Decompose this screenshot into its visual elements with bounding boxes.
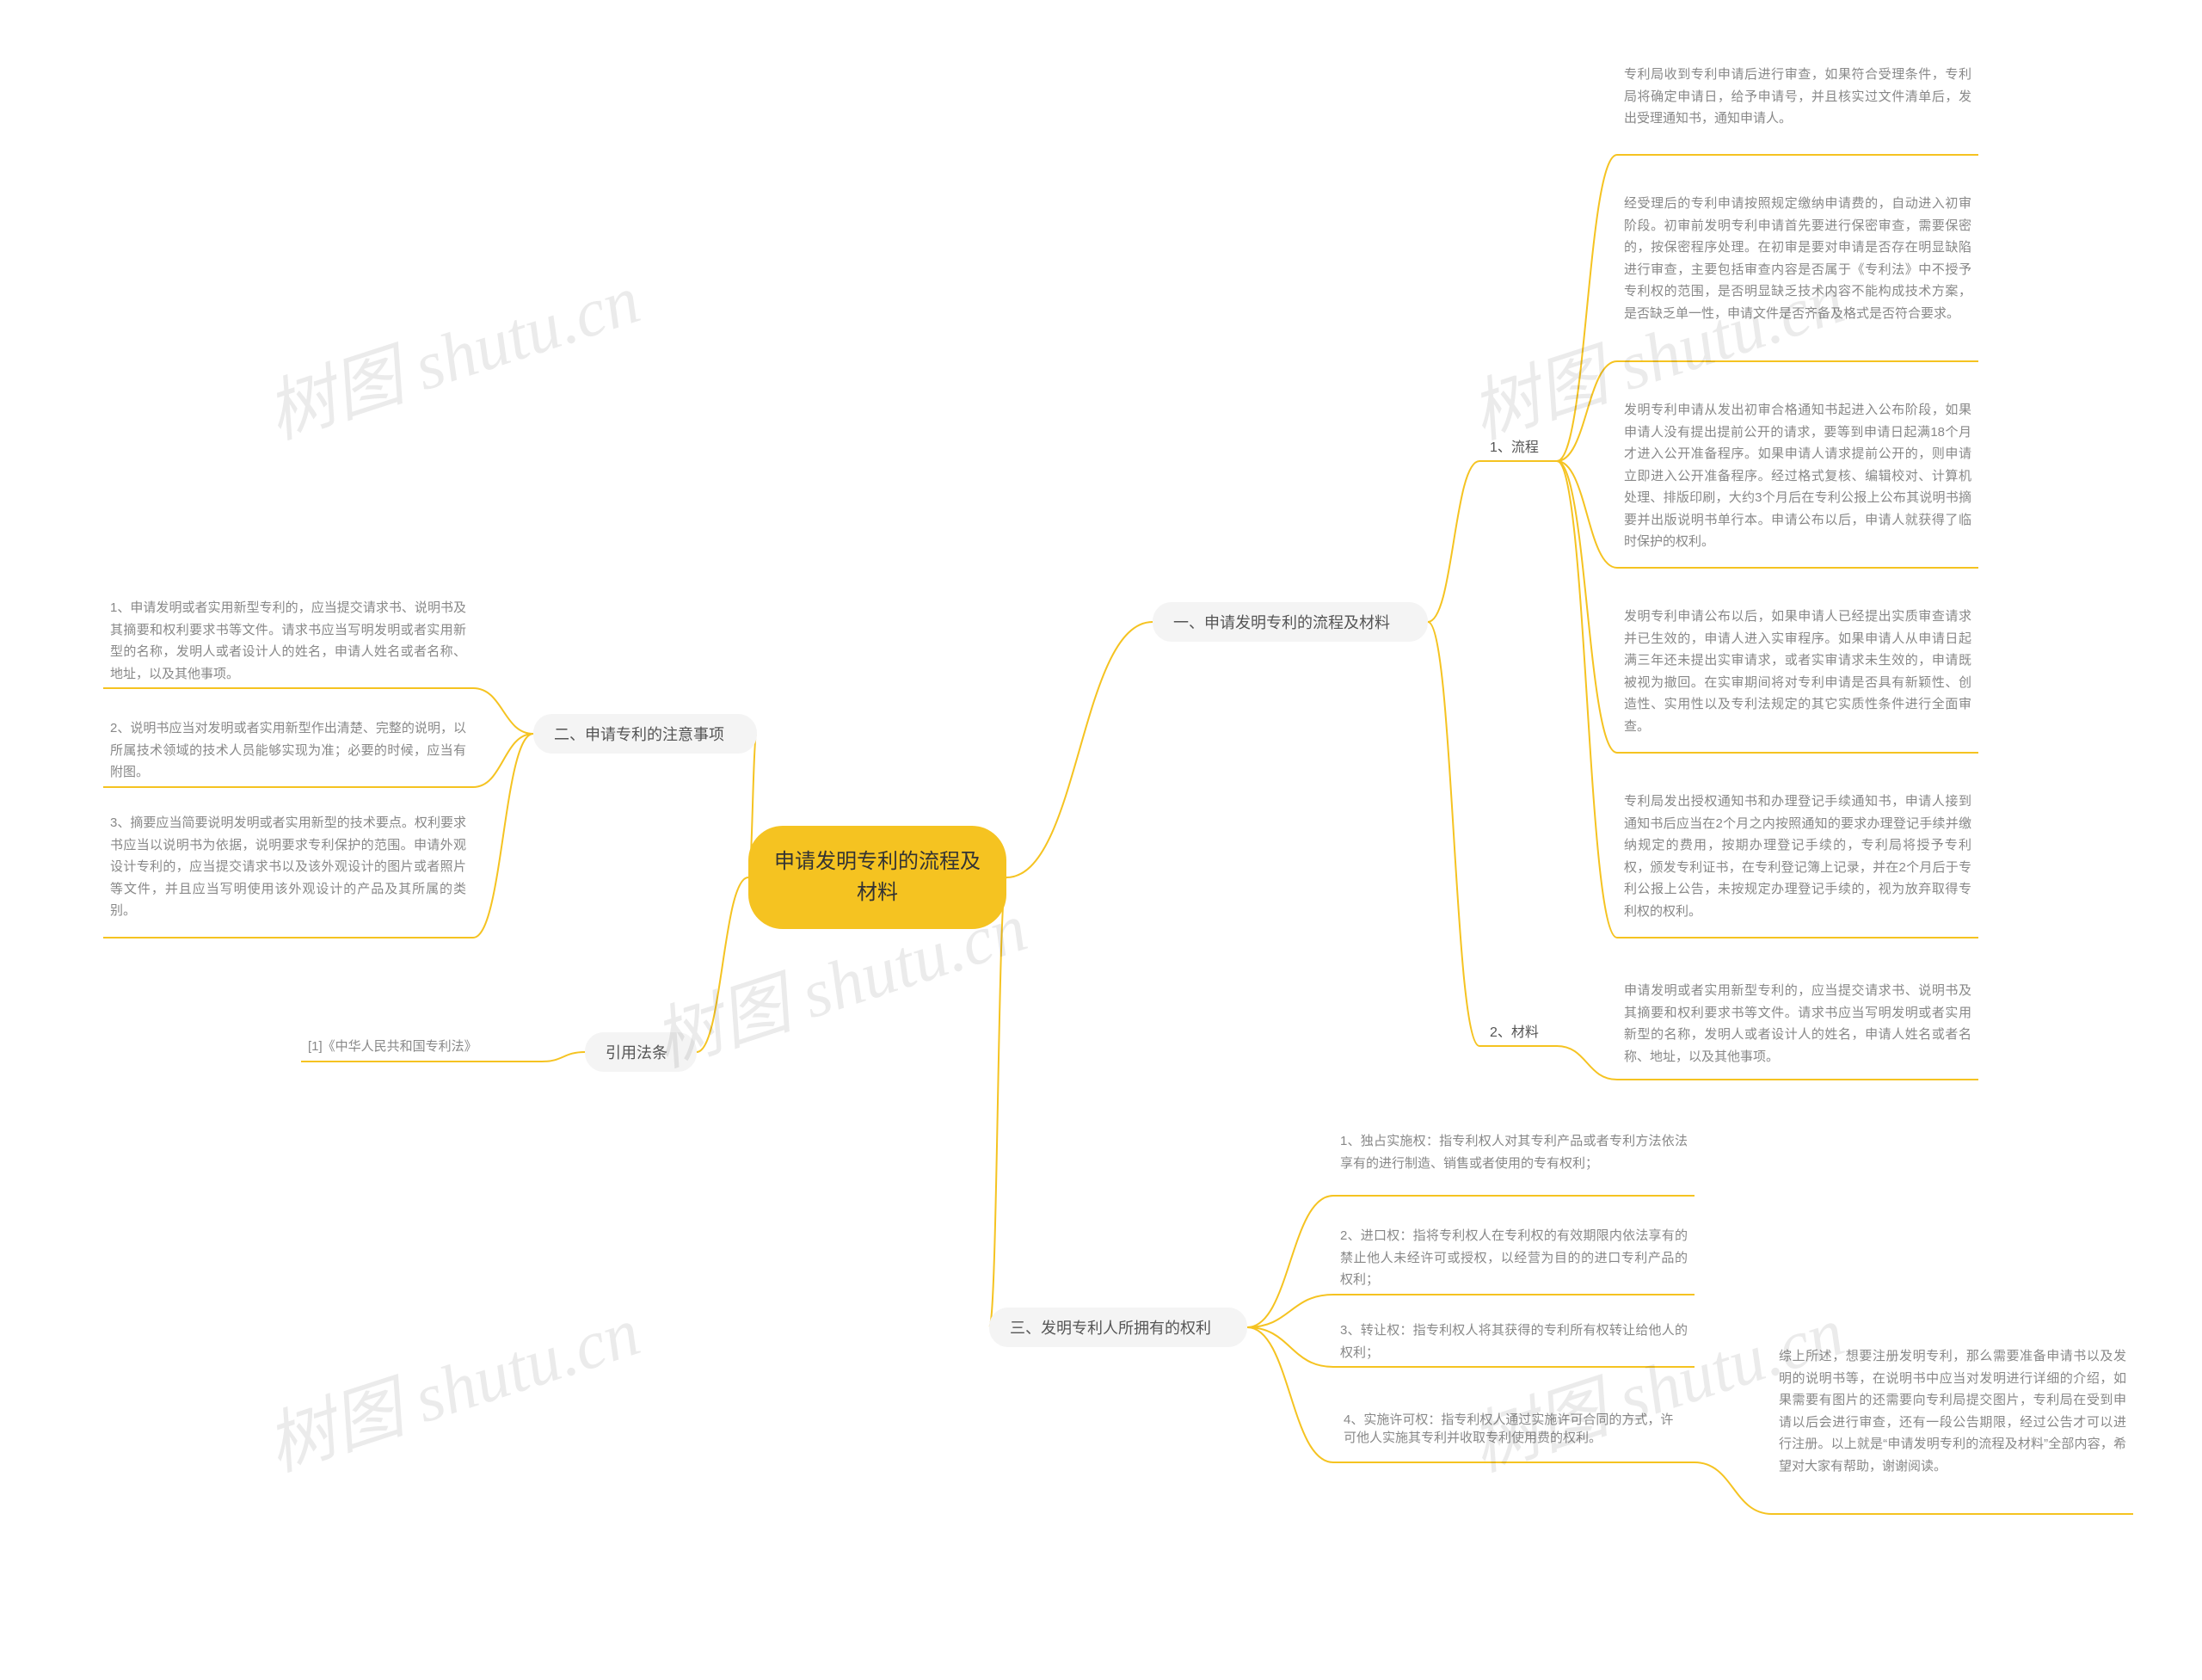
leaf-node: 经受理后的专利申请按照规定缴纳申请费的，自动进入初审阶段。初审前发明专利申请首先…: [1617, 189, 1978, 361]
sub-node: 2、材料: [1479, 1015, 1557, 1046]
leaf-node: [1]《中华人民共和国专利法》: [301, 1032, 542, 1062]
branch-node: 一、申请发明专利的流程及材料: [1153, 602, 1428, 642]
leaf-node: 1、申请发明或者实用新型专利的，应当提交请求书、说明书及其摘要和权利要求书等文件…: [103, 594, 473, 688]
leaf-node: 2、进口权：指将专利权人在专利权的有效期限内依法享有的禁止他人未经许可或授权，以…: [1333, 1222, 1695, 1295]
leaf-node: 3、摘要应当简要说明发明或者实用新型的技术要点。权利要求书应当以说明书为依据，说…: [103, 809, 473, 938]
leaf-node: 3、转让权：指专利权人将其获得的专利所有权转让给他人的权利；: [1333, 1316, 1695, 1367]
leaf-node: 综上所述，想要注册发明专利，那么需要准备申请书以及发明的说明书等，在说明书中应当…: [1772, 1342, 2133, 1514]
sub-node: 4、实施许可权：指专利权人通过实施许可合同的方式，许可他人实施其专利并收取专利使…: [1333, 1394, 1695, 1462]
branch-node: 二、申请专利的注意事项: [533, 714, 757, 754]
leaf-node: 申请发明或者实用新型专利的，应当提交请求书、说明书及其摘要和权利要求书等文件。请…: [1617, 976, 1978, 1080]
sub-node: 1、流程: [1479, 430, 1557, 461]
leaf-node: 发明专利申请从发出初审合格通知书起进入公布阶段，如果申请人没有提出提前公开的请求…: [1617, 396, 1978, 568]
root-node: 申请发明专利的流程及材料: [748, 826, 1006, 929]
leaf-node: 2、说明书应当对发明或者实用新型作出清楚、完整的说明，以所属技术领域的技术人员能…: [103, 714, 473, 787]
leaf-node: 专利局发出授权通知书和办理登记手续通知书，申请人接到通知书后应当在2个月之内按照…: [1617, 787, 1978, 938]
branch-node: 三、发明专利人所拥有的权利: [989, 1308, 1247, 1347]
leaf-node: 1、独占实施权：指专利权人对其专利产品或者专利方法依法享有的进行制造、销售或者使…: [1333, 1127, 1695, 1196]
leaf-node: 专利局收到专利申请后进行审查，如果符合受理条件，专利局将确定申请日，给予申请号，…: [1617, 60, 1978, 155]
branch-node: 引用法条: [585, 1032, 697, 1072]
leaf-node: 发明专利申请公布以后，如果申请人已经提出实质审查请求并已生效的，申请人进入实审程…: [1617, 602, 1978, 753]
